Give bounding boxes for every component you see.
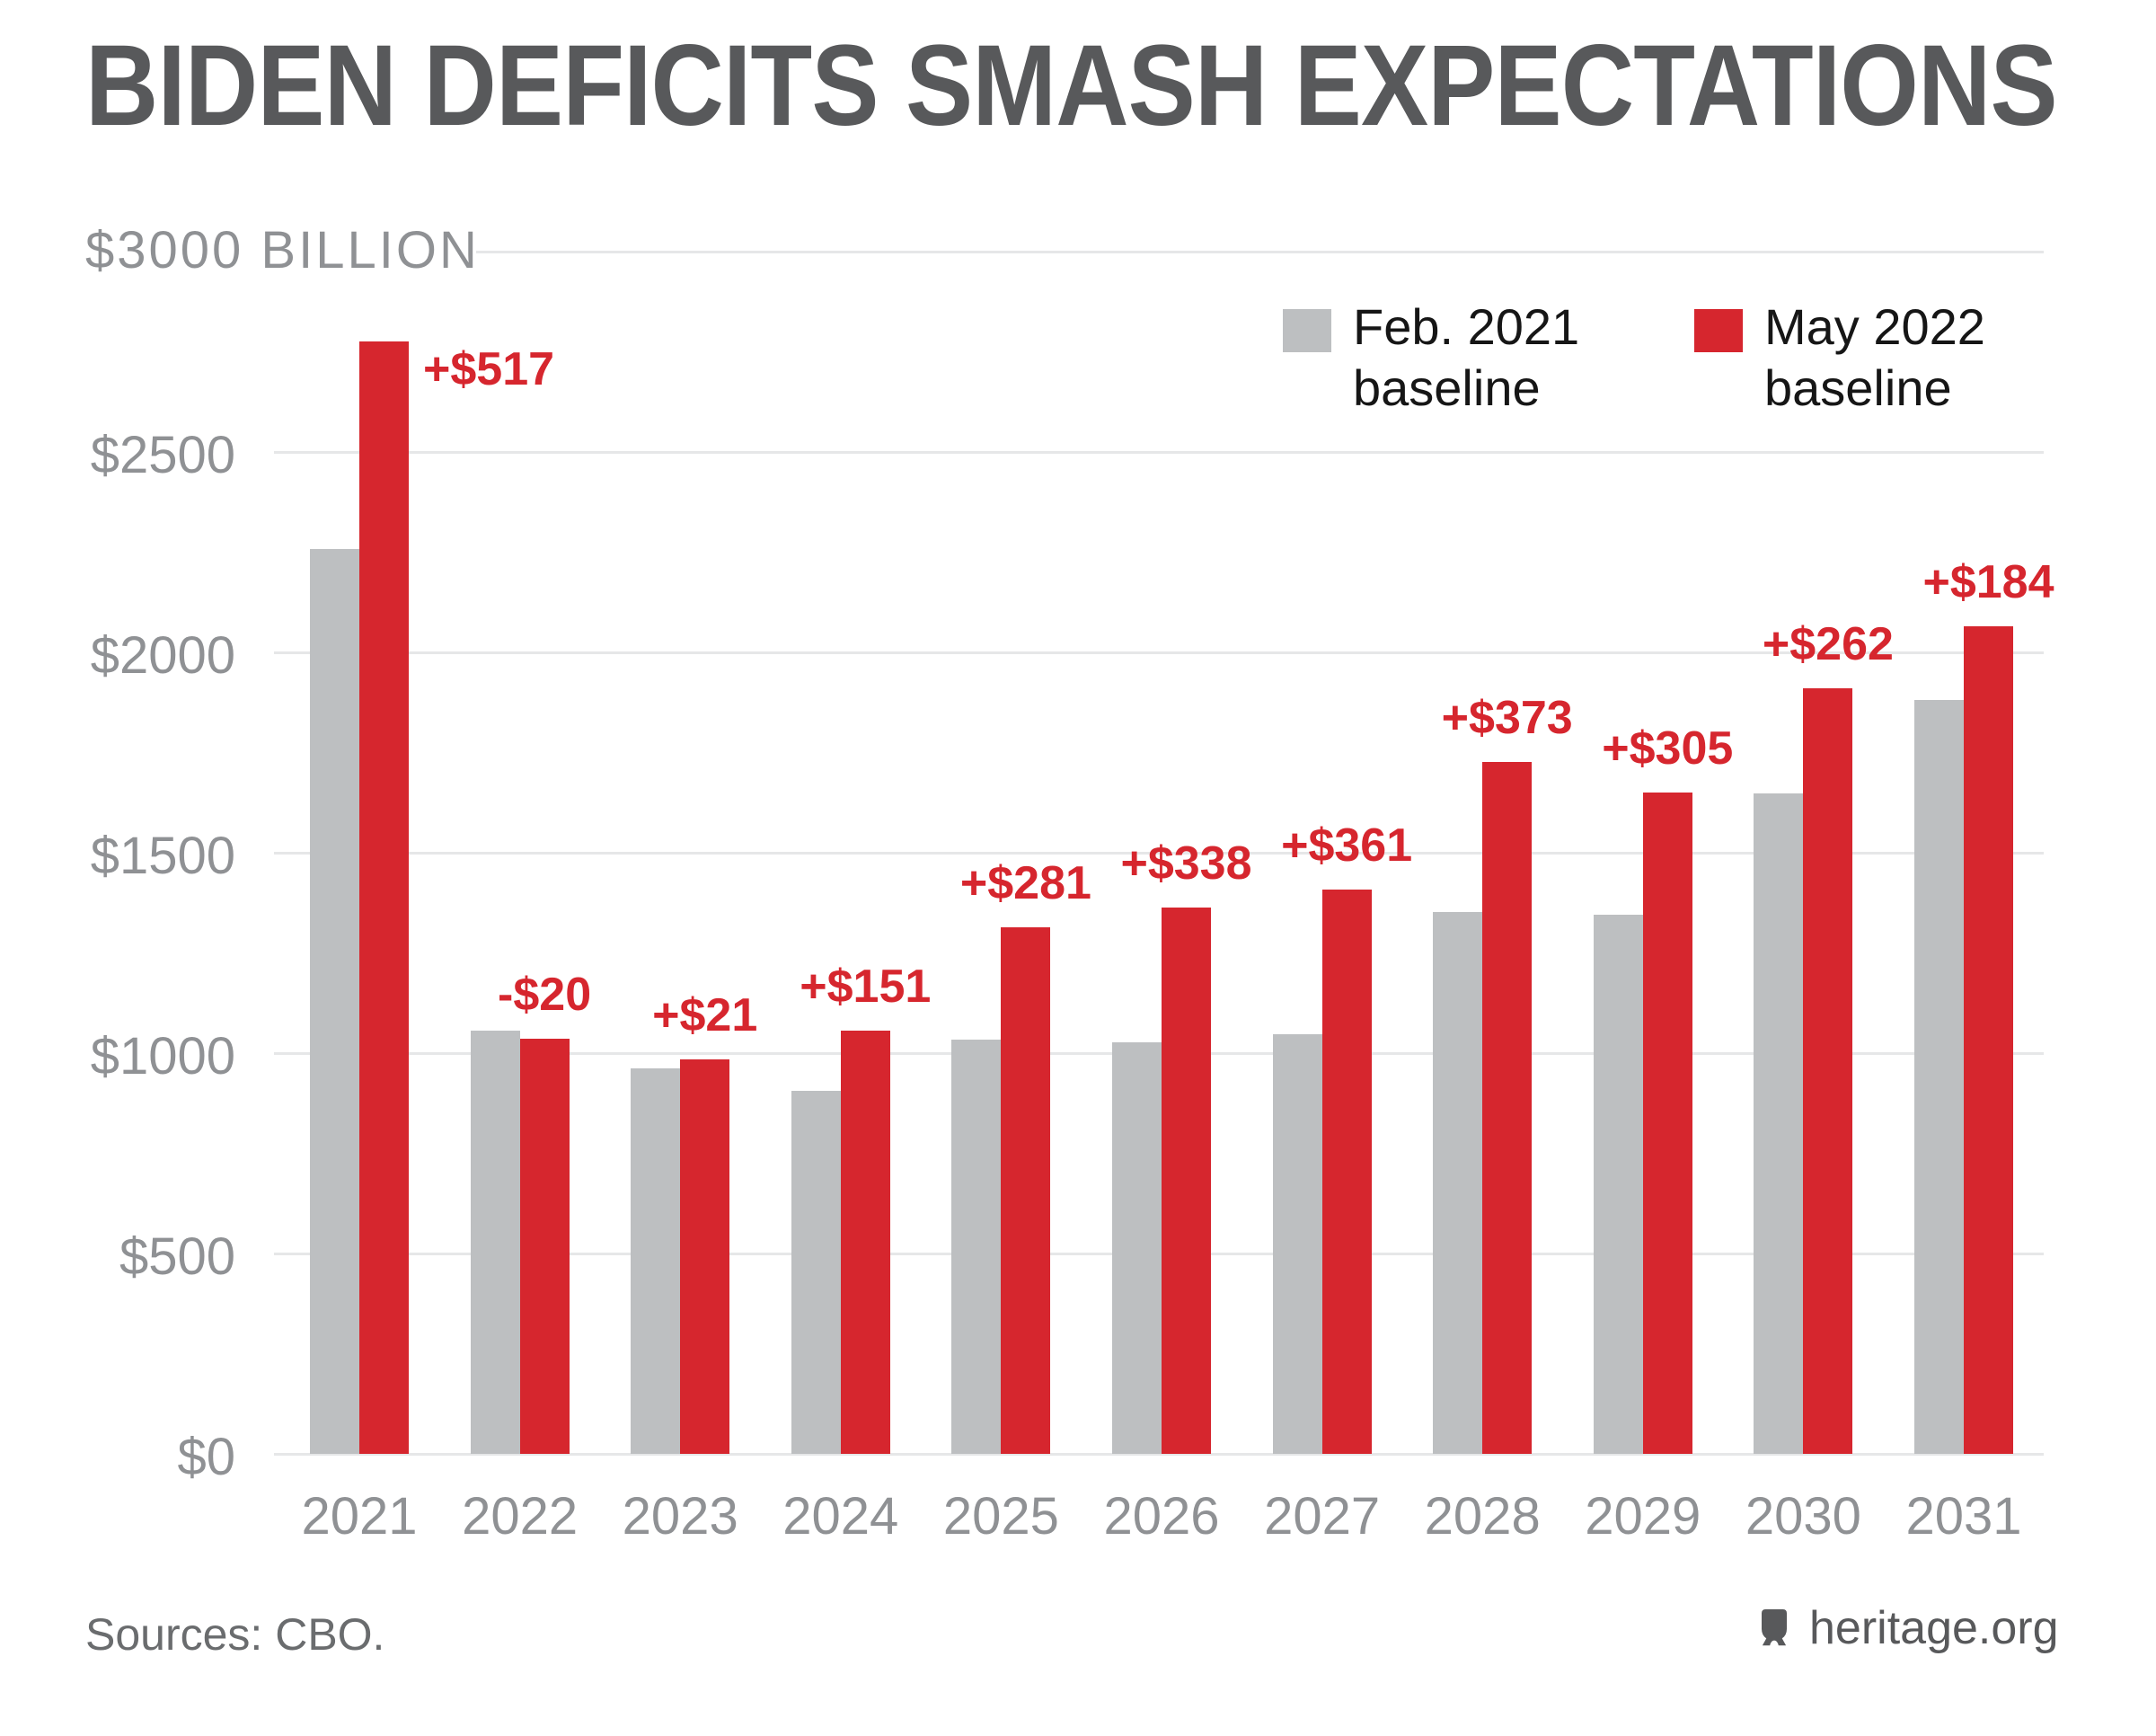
- bar-may2022-2027: [1321, 890, 1372, 1454]
- x-tick-label-2021: 2021: [301, 1487, 418, 1546]
- diff-label-2027: +$361: [1281, 819, 1413, 872]
- bar-feb2021-2025: [951, 1040, 1002, 1454]
- bar-feb2021-2031: [1914, 700, 1964, 1454]
- x-tick-label-2023: 2023: [622, 1487, 738, 1546]
- bar-feb2021-2026: [1112, 1042, 1162, 1454]
- chart-title: BIDEN DEFICITS SMASH EXPECTATIONS: [85, 22, 2058, 150]
- diff-label-2031: +$184: [1922, 556, 2054, 608]
- x-tick-label-2031: 2031: [1905, 1487, 2022, 1546]
- diff-label-2026: +$338: [1120, 837, 1252, 890]
- gridline-2500: [274, 451, 2044, 454]
- heritage-logo: heritage.org: [1755, 1601, 2059, 1655]
- bar-feb2021-2024: [791, 1091, 841, 1454]
- sources-note: Sources: CBO.: [85, 1609, 385, 1660]
- diff-label-2029: +$305: [1602, 722, 1734, 775]
- x-tick-label-2030: 2030: [1745, 1487, 1861, 1546]
- legend-label-line1: Feb. 2021: [1353, 298, 1580, 355]
- legend-label-may-2022: May 2022 baseline: [1764, 297, 1985, 419]
- x-tick-label-2027: 2027: [1264, 1487, 1381, 1546]
- legend-swatch-feb-2021-icon: [1283, 309, 1331, 352]
- diff-label-2024: +$151: [800, 961, 932, 1013]
- bar-may2022-2021: [359, 341, 409, 1454]
- bar-may2022-2023: [680, 1059, 730, 1454]
- bar-feb2021-2028: [1433, 912, 1483, 1454]
- bar-may2022-2028: [1482, 762, 1533, 1454]
- x-tick-label-2029: 2029: [1585, 1487, 1701, 1546]
- legend-label-line2: baseline: [1764, 359, 1952, 416]
- bar-feb2021-2027: [1272, 1034, 1322, 1454]
- legend-label-line2: baseline: [1353, 359, 1541, 416]
- bar-feb2021-2030: [1754, 793, 1804, 1454]
- site-label: heritage.org: [1809, 1602, 2059, 1654]
- x-tick-label-2022: 2022: [462, 1487, 579, 1546]
- legend-item-may-2022: May 2022 baseline: [1694, 297, 1985, 419]
- gridline-0: [274, 1453, 2044, 1456]
- gridline-1500: [274, 852, 2044, 855]
- y-axis-top-label: $3000 BILLION: [85, 221, 480, 279]
- gridline-2000: [274, 651, 2044, 654]
- diff-label-2022: -$20: [498, 969, 592, 1021]
- y-tick-label-1000: $1000: [90, 1027, 235, 1085]
- x-tick-label-2025: 2025: [942, 1487, 1059, 1546]
- bar-may2022-2022: [519, 1039, 570, 1454]
- bar-may2022-2026: [1162, 908, 1211, 1454]
- x-tick-label-2026: 2026: [1103, 1487, 1220, 1546]
- bar-may2022-2030: [1803, 688, 1853, 1454]
- x-tick-label-2028: 2028: [1424, 1487, 1541, 1546]
- y-tick-label-1500: $1500: [90, 827, 235, 885]
- legend-label-feb-2021: Feb. 2021 baseline: [1353, 297, 1579, 419]
- bar-feb2021-2022: [470, 1031, 520, 1454]
- legend-swatch-may-2022-icon: [1694, 309, 1743, 352]
- bar-may2022-2031: [1964, 626, 2013, 1454]
- bar-feb2021-2029: [1593, 915, 1643, 1454]
- liberty-bell-icon: [1762, 1609, 1787, 1646]
- legend-item-feb-2021: Feb. 2021 baseline: [1283, 297, 1579, 419]
- diff-label-2023: +$21: [652, 989, 758, 1041]
- y-tick-label-500: $500: [119, 1227, 235, 1286]
- diff-label-2028: +$373: [1441, 692, 1573, 744]
- diff-label-2021: +$517: [423, 343, 555, 395]
- bar-may2022-2029: [1642, 793, 1692, 1454]
- y-tick-label-0: $0: [177, 1428, 235, 1486]
- gridline-3000: [476, 251, 2044, 253]
- bar-may2022-2025: [1001, 927, 1051, 1454]
- bar-may2022-2024: [840, 1031, 890, 1454]
- legend-label-line1: May 2022: [1764, 298, 1985, 355]
- diff-label-2025: +$281: [959, 857, 1091, 909]
- bar-feb2021-2021: [310, 549, 359, 1454]
- bar-feb2021-2023: [631, 1068, 681, 1454]
- y-tick-label-2500: $2500: [90, 426, 235, 484]
- diff-label-2030: +$262: [1762, 618, 1894, 670]
- x-tick-label-2024: 2024: [782, 1487, 899, 1546]
- y-tick-label-2000: $2000: [90, 626, 235, 685]
